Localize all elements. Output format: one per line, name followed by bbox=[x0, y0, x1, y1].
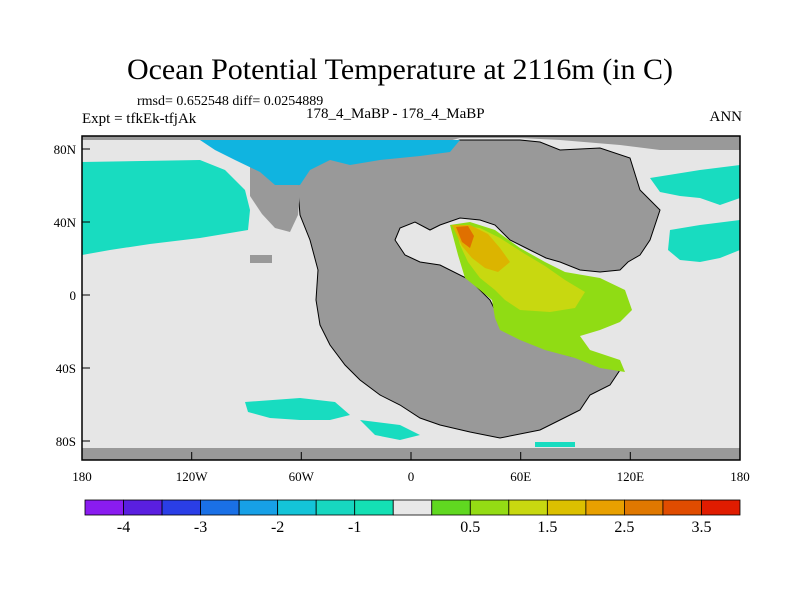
colorbar-label: 1.5 bbox=[537, 519, 557, 536]
colorbar bbox=[84, 499, 741, 516]
colorbar-swatch bbox=[701, 499, 741, 516]
colorbar-label: -3 bbox=[194, 519, 207, 536]
cool-east bbox=[668, 220, 740, 262]
warm-tethys-hot bbox=[456, 226, 474, 248]
colorbar-swatch bbox=[662, 499, 702, 516]
colorbar-label: -4 bbox=[117, 519, 130, 536]
colorbar-swatch bbox=[469, 499, 510, 516]
cool-south-dot bbox=[535, 442, 575, 447]
colorbar-label: -1 bbox=[348, 519, 361, 536]
colorbar-swatch bbox=[123, 499, 163, 516]
colorbar-label: 3.5 bbox=[691, 519, 711, 536]
stats-line: rmsd= 0.652548 diff= 0.0254889 bbox=[137, 94, 324, 109]
season-label: ANN bbox=[709, 109, 743, 125]
cool-northeast bbox=[650, 165, 740, 205]
colorbar-swatch bbox=[315, 499, 356, 516]
colorbar-labels: -4 -3 -2 -1 0.5 1.5 2.5 3.5 bbox=[117, 519, 712, 536]
colorbar-swatch bbox=[546, 499, 587, 516]
lat-tick-label: 0 bbox=[70, 288, 77, 303]
colorbar-swatch bbox=[200, 499, 240, 516]
cold-arctic bbox=[200, 140, 460, 185]
lon-tick-label: 0 bbox=[408, 469, 415, 484]
cool-south-band bbox=[245, 398, 350, 420]
lon-tick-label: 120E bbox=[617, 469, 645, 484]
colorbar-swatch bbox=[238, 499, 279, 516]
colorbar-swatch bbox=[585, 499, 625, 516]
case-label: 178_4_MaBP - 178_4_MaBP bbox=[306, 106, 485, 122]
lon-tick-label: 60E bbox=[510, 469, 531, 484]
lat-tick-label: 40N bbox=[54, 215, 77, 230]
cool-northwest bbox=[82, 160, 250, 255]
colorbar-swatch bbox=[354, 499, 394, 516]
colorbar-swatch bbox=[277, 499, 317, 516]
lon-axis: 180 120W 60W 0 60E 120E 180 bbox=[72, 452, 750, 484]
lon-tick-label: 180 bbox=[72, 469, 92, 484]
colorbar-swatch bbox=[84, 499, 124, 516]
land-small-island bbox=[250, 255, 272, 263]
cool-south-strip bbox=[360, 420, 420, 440]
lon-tick-label: 180 bbox=[730, 469, 750, 484]
colorbar-swatch bbox=[624, 499, 664, 516]
colorbar-label: -2 bbox=[271, 519, 284, 536]
colorbar-swatch bbox=[392, 499, 433, 516]
colorbar-swatch bbox=[431, 499, 471, 516]
lat-tick-label: 40S bbox=[56, 361, 76, 376]
chart-title: Ocean Potential Temperature at 2116m (in… bbox=[126, 53, 674, 86]
lon-tick-label: 120W bbox=[176, 469, 209, 484]
experiment-label: Expt = tfkEk-tfjAk bbox=[82, 111, 197, 127]
colorbar-swatch bbox=[508, 499, 548, 516]
lat-axis: 80N 40N 0 40S 80S bbox=[54, 142, 90, 449]
map-plot: 80N 40N 0 40S 80S 180 120W 60W 0 60E 120… bbox=[54, 135, 750, 484]
lat-tick-label: 80N bbox=[54, 142, 77, 157]
colorbar-label: 0.5 bbox=[460, 519, 480, 536]
lon-tick-label: 60W bbox=[289, 469, 315, 484]
colorbar-swatch bbox=[161, 499, 201, 516]
lat-tick-label: 80S bbox=[56, 434, 76, 449]
colorbar-label: 2.5 bbox=[614, 519, 634, 536]
